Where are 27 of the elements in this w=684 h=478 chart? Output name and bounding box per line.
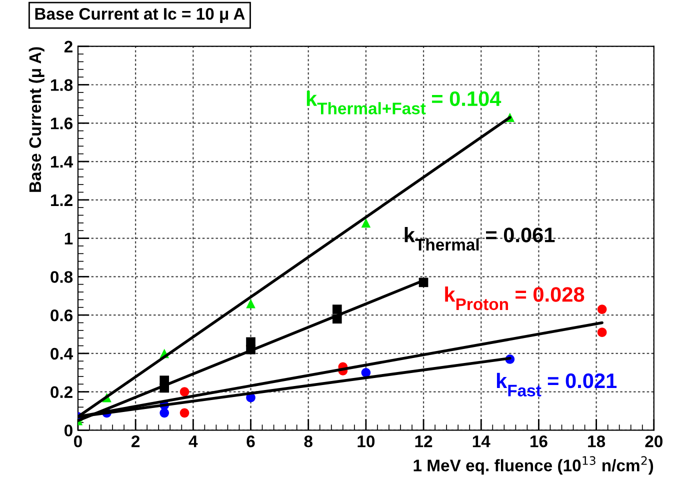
x-tick-label: 2 <box>132 436 140 448</box>
x-tick-label: 6 <box>246 436 255 448</box>
y-tick-label: 2 <box>64 40 72 52</box>
x-axis-title: 1 MeV eq. fluence (10$^{13}$ n/cm$^{2}$) <box>414 456 654 475</box>
y-tick-label: 1.6 <box>51 118 73 130</box>
y-tick-label: 1.4 <box>51 156 74 168</box>
x-tick-label: 10 <box>358 436 375 448</box>
annotation: kFast = 0.021 <box>496 372 617 396</box>
y-axis-title: Base Current (μ A) <box>28 47 44 192</box>
y-tick-label: 1.8 <box>51 79 73 91</box>
annotation: kProton = 0.028 <box>445 286 584 310</box>
x-tick-label: 14 <box>472 436 490 448</box>
x-tick-label: 18 <box>588 436 606 448</box>
x-tick-label: 0 <box>74 436 82 448</box>
chart-title: Base Current at Ic = 10 μ A <box>35 8 245 23</box>
y-tick-label: 0.2 <box>50 386 72 398</box>
y-tick-label: 1 <box>64 232 73 244</box>
y-tick-label: 0.6 <box>50 309 73 322</box>
y-tick-label: 0.4 <box>50 348 74 360</box>
x-tick-label: 4 <box>188 436 198 448</box>
x-tick-label: 16 <box>530 436 548 448</box>
x-tick-label: 20 <box>645 436 662 448</box>
y-tick-label: 0.8 <box>50 271 73 283</box>
x-tick-label: 8 <box>304 436 312 448</box>
y-tick-label: 1.2 <box>51 194 72 206</box>
y-tick-label: 0 <box>64 424 72 436</box>
x-tick-label: 12 <box>415 436 432 448</box>
